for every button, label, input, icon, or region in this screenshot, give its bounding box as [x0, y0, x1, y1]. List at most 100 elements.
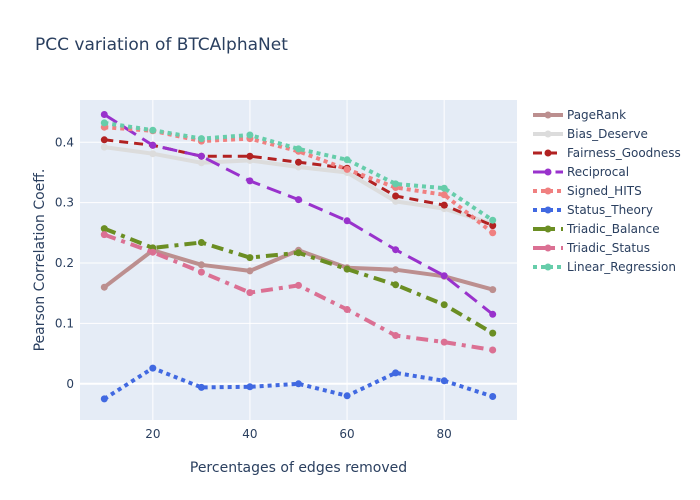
legend-item[interactable]: Signed_HITS — [533, 184, 642, 198]
legend-swatch-marker — [544, 130, 552, 138]
data-point — [100, 143, 108, 151]
data-point — [295, 196, 302, 204]
x-tick-label: 20 — [145, 427, 160, 441]
series-reciprocal — [100, 111, 497, 318]
y-tick-label: 0.3 — [55, 196, 74, 210]
data-point — [149, 364, 157, 372]
data-point — [440, 377, 448, 385]
data-point — [489, 310, 497, 318]
y-axis-title: Pearson Correlation Coeff. — [32, 169, 48, 352]
data-point — [197, 159, 205, 167]
data-point — [392, 332, 400, 339]
legend-swatch-marker — [544, 111, 552, 119]
data-point — [100, 111, 108, 118]
data-point — [246, 289, 254, 297]
data-point — [197, 152, 205, 160]
legend-label: Fairness_Goodness — [567, 146, 681, 160]
y-tick-label: 0.4 — [55, 135, 74, 149]
legend-label: Signed_HITS — [567, 184, 642, 198]
legend-swatch-marker — [544, 187, 552, 195]
x-tick-label: 80 — [437, 427, 452, 441]
data-point — [392, 197, 400, 205]
data-point — [100, 136, 108, 144]
legend-item[interactable]: Reciprocal — [533, 165, 629, 179]
y-tick-label: 0.1 — [55, 316, 74, 330]
x-axis-title: Percentages of edges removed — [190, 460, 407, 476]
data-point — [246, 267, 254, 275]
data-point — [295, 145, 302, 153]
legend-item[interactable]: Triadic_Balance — [533, 222, 660, 236]
legend-label: Bias_Deserve — [567, 127, 648, 141]
legend-swatch-marker — [544, 225, 552, 233]
data-point — [149, 141, 157, 149]
data-point — [100, 225, 108, 233]
data-point — [295, 163, 302, 171]
data-point — [295, 158, 302, 166]
data-point — [246, 152, 254, 160]
data-point — [246, 131, 254, 139]
data-point — [295, 249, 302, 257]
legend-label: PageRank — [567, 108, 626, 122]
axis-ticks: 20 40 60 80 0 0.1 0.2 0.3 0.4 — [55, 135, 452, 441]
legend: PageRank Bias_Deserve Fairness_Goodness Rec… — [533, 108, 681, 274]
series-layer — [100, 111, 497, 403]
data-point — [100, 231, 108, 239]
chart-title: PCC variation of BTCAlphaNet — [35, 35, 288, 55]
legend-item[interactable]: Bias_Deserve — [533, 127, 648, 141]
legend-swatch-marker — [544, 168, 552, 176]
data-point — [343, 392, 351, 400]
x-tick-label: 40 — [242, 427, 257, 441]
data-point — [149, 126, 157, 134]
data-point — [392, 281, 400, 289]
series-linear-regression — [100, 119, 497, 224]
data-point — [246, 254, 254, 262]
y-tick-label: 0.2 — [55, 256, 74, 270]
data-point — [392, 180, 400, 188]
legend-item[interactable]: Triadic_Status — [533, 241, 650, 255]
data-point — [489, 346, 497, 354]
legend-swatch-marker — [544, 149, 552, 157]
legend-label: Triadic_Status — [566, 241, 650, 255]
x-tick-label: 60 — [339, 427, 354, 441]
data-point — [149, 248, 157, 256]
legend-swatch-marker — [544, 206, 552, 214]
data-point — [440, 272, 448, 280]
data-point — [343, 156, 351, 164]
legend-label: Status_Theory — [567, 203, 653, 217]
legend-label: Linear_Regression — [567, 260, 676, 274]
data-point — [295, 281, 302, 289]
legend-item[interactable]: PageRank — [533, 108, 626, 122]
data-point — [489, 229, 497, 237]
data-point — [246, 383, 254, 391]
legend-item[interactable]: Fairness_Goodness — [533, 146, 681, 160]
legend-label: Triadic_Balance — [566, 222, 660, 236]
data-point — [343, 265, 351, 273]
data-point — [343, 306, 351, 313]
data-point — [100, 283, 108, 291]
data-point — [197, 268, 205, 276]
data-point — [489, 393, 497, 400]
data-point — [392, 369, 400, 377]
data-point — [343, 165, 351, 173]
series-status-theory — [100, 364, 497, 403]
data-point — [440, 184, 448, 192]
data-point — [246, 177, 254, 185]
legend-swatch-marker — [544, 244, 552, 252]
data-point — [489, 216, 497, 224]
data-point — [489, 329, 497, 337]
data-point — [392, 266, 400, 274]
data-point — [295, 380, 302, 388]
data-point — [392, 192, 400, 200]
legend-label: Reciprocal — [567, 165, 629, 179]
series-line — [104, 120, 494, 222]
y-tick-label: 0 — [66, 377, 74, 391]
data-point — [100, 119, 108, 127]
legend-swatch-marker — [544, 263, 552, 271]
data-point — [149, 150, 157, 158]
data-point — [440, 301, 448, 309]
legend-item[interactable]: Status_Theory — [533, 203, 653, 217]
legend-item[interactable]: Linear_Regression — [533, 260, 676, 274]
data-point — [392, 246, 400, 254]
data-point — [489, 222, 497, 230]
